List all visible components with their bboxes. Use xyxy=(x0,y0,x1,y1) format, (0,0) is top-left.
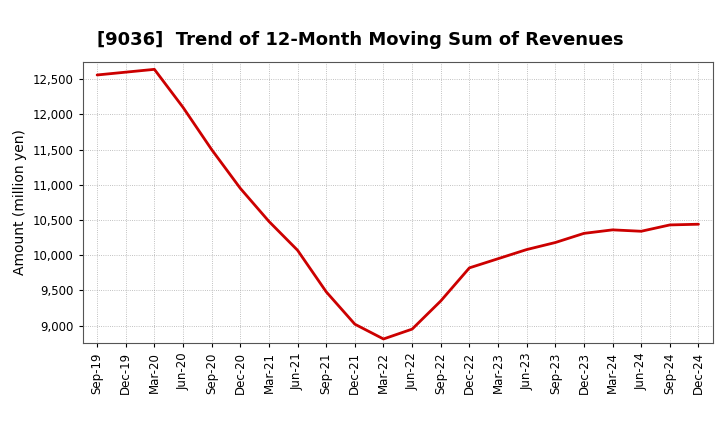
Y-axis label: Amount (million yen): Amount (million yen) xyxy=(14,129,27,275)
Text: [9036]  Trend of 12-Month Moving Sum of Revenues: [9036] Trend of 12-Month Moving Sum of R… xyxy=(96,31,624,49)
